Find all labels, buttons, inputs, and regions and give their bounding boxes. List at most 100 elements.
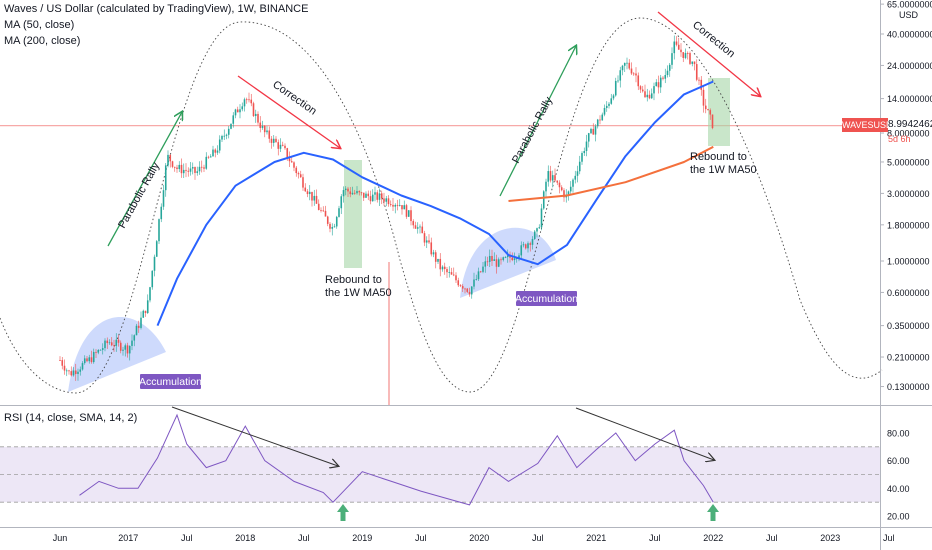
candle-body	[421, 226, 424, 234]
candle-body	[142, 310, 145, 318]
candle-body	[236, 109, 239, 113]
candle-body	[653, 86, 655, 94]
candle-body	[383, 198, 385, 202]
candle-body	[288, 158, 291, 162]
candle-body	[70, 371, 73, 376]
candle-body	[308, 191, 311, 195]
rsi-line	[79, 413, 714, 506]
candle-body	[356, 191, 358, 194]
candle-body	[628, 62, 631, 69]
time-tick-label: Jul	[298, 533, 310, 543]
candle-body	[59, 360, 61, 361]
rsi-band-layer	[0, 446, 880, 503]
time-tick-label: 2017	[118, 533, 138, 543]
candle-body	[371, 194, 374, 202]
ma50-line	[156, 80, 714, 326]
annotations-layer: Parabolic Rally Parabolic Rally Correction…	[107, 11, 760, 521]
candle-body	[632, 73, 635, 75]
rebound-label: Rebound to	[690, 151, 747, 163]
candle-body	[347, 188, 349, 192]
candle-body	[680, 49, 682, 53]
candle-body	[137, 325, 140, 328]
candle-body	[173, 166, 176, 168]
candle-body	[365, 193, 367, 198]
candle-body	[641, 89, 644, 92]
candle-body	[113, 345, 115, 347]
candle-body	[614, 80, 617, 96]
candle-body	[542, 191, 545, 209]
candle-body	[549, 171, 552, 181]
time-tick-label: Jul	[181, 533, 193, 543]
candle-body	[583, 151, 586, 154]
candle-body	[297, 173, 300, 175]
candle-body	[81, 363, 84, 370]
candle-body	[704, 105, 707, 110]
candle-body	[281, 144, 284, 146]
candle-body	[587, 133, 590, 142]
candle-body	[671, 53, 673, 65]
candle-body	[191, 167, 194, 169]
candle-body	[68, 370, 70, 372]
candle-body	[270, 138, 273, 143]
candle-body	[194, 167, 196, 173]
candle-body	[533, 231, 536, 239]
candle-body	[455, 275, 457, 281]
candle-body	[279, 144, 282, 149]
candle-body	[326, 216, 329, 224]
candle-body	[293, 162, 295, 168]
candle-body	[707, 109, 709, 111]
candle-body	[567, 191, 570, 195]
candle-body	[61, 360, 64, 366]
candle-body	[441, 266, 444, 270]
accumulation-tag	[516, 291, 577, 306]
candle-body	[407, 210, 410, 217]
price-tick-label: 65.0000000	[887, 0, 932, 10]
candle-body	[178, 164, 181, 170]
candle-body	[324, 210, 327, 217]
candle-body	[493, 259, 496, 261]
candle-body	[259, 122, 262, 128]
candle-body	[63, 365, 66, 371]
candle-body	[560, 187, 563, 191]
candle-body	[554, 175, 556, 181]
candle-body	[83, 358, 86, 364]
accumulation-zone	[68, 316, 166, 392]
candle-body	[484, 261, 487, 267]
price-tick-label: 0.1300000	[887, 382, 930, 392]
candle-body	[171, 161, 174, 167]
candle-body	[286, 148, 289, 159]
candle-body	[338, 208, 340, 217]
candle-body	[182, 169, 185, 174]
candle-body	[412, 221, 415, 226]
candle-body	[668, 64, 671, 71]
candle-body	[495, 259, 498, 267]
candle-body	[187, 170, 190, 172]
candle-body	[520, 245, 523, 256]
rsi-overbought-oversold-band	[0, 446, 880, 503]
candle-body	[378, 193, 381, 200]
candle-body	[119, 342, 122, 351]
candle-body	[403, 205, 406, 210]
candle-body	[558, 182, 561, 188]
candle-body	[203, 167, 205, 169]
rsi-divergence-arrow	[171, 406, 338, 466]
candle-body	[434, 252, 437, 262]
candle-body	[610, 98, 613, 104]
candle-body	[380, 193, 383, 199]
candle-body	[160, 206, 163, 220]
candle-body	[106, 340, 109, 344]
candle-body	[252, 103, 255, 117]
candle-body	[502, 257, 505, 260]
candle-body	[146, 300, 149, 314]
candle-body	[374, 192, 376, 195]
candle-body	[74, 370, 77, 375]
candle-body	[423, 233, 426, 243]
candle-body	[212, 149, 214, 157]
candle-body	[479, 271, 482, 273]
rsi-tick-label: 80.00	[887, 429, 910, 439]
parabolic-rally-label: Parabolic Rally	[510, 95, 555, 166]
price-tick-label: 0.2100000	[887, 353, 930, 363]
candle-body	[189, 168, 192, 172]
time-tick-label: Jul	[883, 533, 895, 543]
